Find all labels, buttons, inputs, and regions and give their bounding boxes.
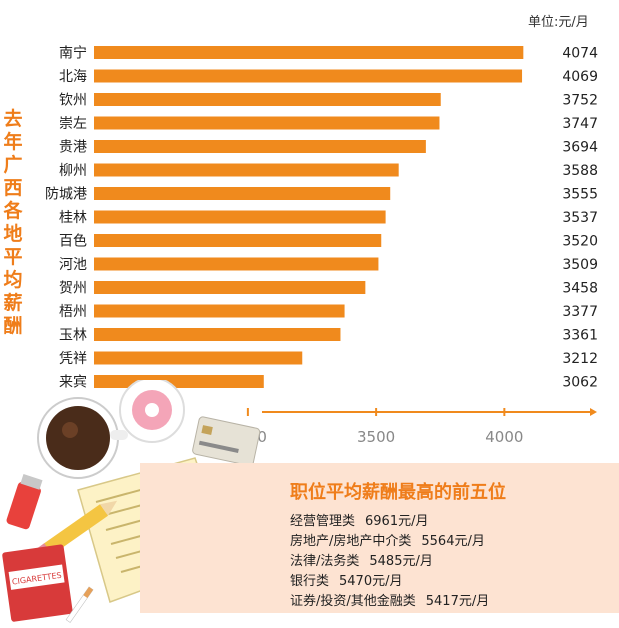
- cigarette-pack-icon: CIGARETTES: [2, 544, 73, 622]
- category-label: 贵港: [59, 140, 87, 156]
- category-label: 桂林: [59, 210, 87, 226]
- top5-item-5: 证券/投资/其他金融类 5417元/月: [290, 594, 490, 609]
- category-label: 玉林: [59, 328, 87, 344]
- bar: [94, 116, 440, 130]
- value-label: 3747: [562, 116, 598, 132]
- value-label: 3694: [562, 140, 598, 156]
- bar: [94, 281, 366, 294]
- top5-item-2: 房地产/房地产中介类 5564元/月: [290, 534, 485, 549]
- bar: [94, 257, 379, 271]
- bar: [94, 93, 441, 106]
- top5-title: 职位平均薪酬最高的前五位: [290, 482, 506, 503]
- category-label: 河池: [59, 257, 87, 273]
- bar: [94, 304, 345, 318]
- credit-card-icon: [192, 416, 261, 467]
- category-label: 贺州: [59, 281, 87, 297]
- category-label: 梧州: [59, 304, 87, 320]
- bar: [94, 69, 523, 83]
- value-label: 3062: [562, 375, 598, 391]
- value-label: 3377: [562, 304, 598, 320]
- salary-bar-chart: 南宁 4074 北海 4069 钦州 3752 崇左 3747 贵港 3694 柳州 3588 防城港 3…: [45, 45, 598, 447]
- top5-item-4: 银行类 5470元/月: [290, 574, 403, 589]
- category-label: 百色: [59, 233, 87, 250]
- value-label: 4069: [562, 69, 598, 85]
- value-label: 3555: [562, 187, 598, 203]
- bar: [94, 210, 386, 224]
- value-label: 3537: [562, 210, 598, 226]
- bar: [94, 46, 524, 59]
- unit-label: 单位:元/月: [528, 15, 589, 30]
- vertical-title: 去年广西各地平均薪酬: [3, 108, 23, 337]
- bar: [94, 328, 341, 341]
- value-label: 3752: [562, 93, 598, 109]
- category-label: 钦州: [59, 93, 87, 109]
- top5-panel: [140, 463, 619, 613]
- value-label: 3361: [562, 328, 598, 344]
- value-label: 3509: [562, 257, 598, 273]
- category-label: 凭祥: [59, 351, 87, 367]
- category-label: 柳州: [59, 162, 87, 179]
- bar: [94, 234, 382, 247]
- x-tick-label: 4000: [485, 428, 523, 446]
- top5-item-3: 法律/法务类 5485元/月: [290, 554, 433, 569]
- category-label: 防城港: [45, 187, 87, 203]
- x-axis-arrow: [590, 408, 597, 416]
- value-label: 3588: [562, 163, 598, 179]
- value-label: 3458: [562, 281, 598, 297]
- value-label: 4074: [562, 46, 598, 62]
- category-label: 北海: [59, 69, 87, 85]
- category-label: 南宁: [59, 45, 87, 62]
- bar: [94, 351, 303, 365]
- bar: [94, 187, 391, 200]
- coffee-cup-icon: [37, 397, 128, 479]
- cigarette-icon: [65, 586, 94, 623]
- category-label: 来宾: [59, 375, 87, 391]
- value-label: 3520: [562, 234, 598, 250]
- top5-item-1: 经营管理类 6961元/月: [290, 514, 429, 529]
- lighter-icon: [6, 474, 43, 530]
- bar: [94, 140, 426, 153]
- category-label: 崇左: [59, 116, 87, 132]
- donut-icon: [119, 380, 185, 443]
- value-label: 3212: [562, 351, 598, 367]
- bar: [94, 163, 399, 177]
- x-tick-label: 3500: [357, 428, 395, 446]
